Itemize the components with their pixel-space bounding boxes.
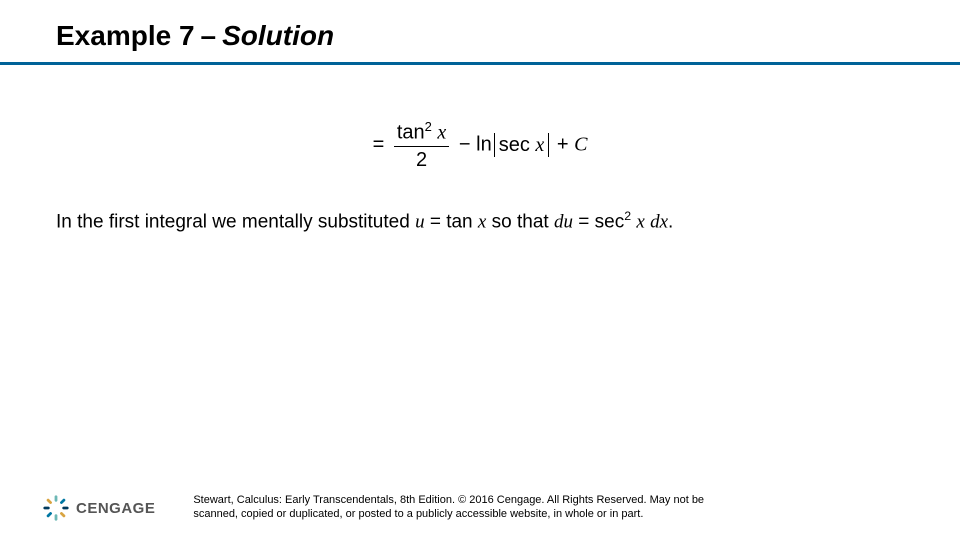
- cengage-burst-icon: [42, 494, 70, 522]
- fraction-denominator: 2: [394, 147, 450, 171]
- title-suffix: Solution: [222, 20, 334, 52]
- body-t1: In the first integral we mentally substi…: [56, 211, 415, 232]
- body-du: du: [554, 211, 573, 232]
- body-xv: x: [636, 211, 644, 232]
- fraction-numerator: tan2 x: [394, 120, 450, 147]
- body-period: .: [668, 211, 673, 232]
- tan-fn: tan: [397, 122, 425, 144]
- abs-value: sec x: [494, 133, 550, 157]
- cengage-logo: CENGAGE: [42, 494, 155, 522]
- body-sec: sec: [595, 211, 625, 232]
- copyright-line2: scanned, copied or duplicated, or posted…: [193, 508, 643, 520]
- tan-var: x: [437, 122, 446, 144]
- equation-display: = tan2 x 2 − lnsec x + C: [0, 120, 960, 171]
- body-dx: dx: [650, 211, 668, 232]
- minus-sign: −: [459, 134, 471, 156]
- copyright-line1: Stewart, Calculus: Early Transcendentals…: [193, 494, 704, 506]
- plus-sign: +: [557, 134, 569, 156]
- body-t2: = tan: [425, 211, 478, 232]
- body-text: In the first integral we mentally substi…: [56, 209, 960, 233]
- tan-exp: 2: [425, 119, 432, 134]
- title-prefix: Example 7: [56, 20, 195, 52]
- body-eq: =: [573, 211, 595, 232]
- sec-var: x: [535, 134, 544, 156]
- cengage-wordmark: CENGAGE: [76, 500, 155, 517]
- fraction: tan2 x 2: [394, 120, 450, 171]
- footer: CENGAGE Stewart, Calculus: Early Transce…: [0, 494, 960, 522]
- slide-title: Example 7 – Solution: [0, 0, 960, 52]
- ln-fn: ln: [476, 134, 492, 156]
- body-t3: so that: [486, 211, 554, 232]
- body-u: u: [415, 211, 425, 232]
- title-underline: [0, 62, 960, 65]
- copyright-text: Stewart, Calculus: Early Transcendentals…: [193, 494, 704, 522]
- eq-sign: =: [373, 134, 385, 156]
- sec-fn: sec: [499, 134, 530, 156]
- title-separator: –: [201, 20, 217, 52]
- const-c: C: [574, 134, 587, 156]
